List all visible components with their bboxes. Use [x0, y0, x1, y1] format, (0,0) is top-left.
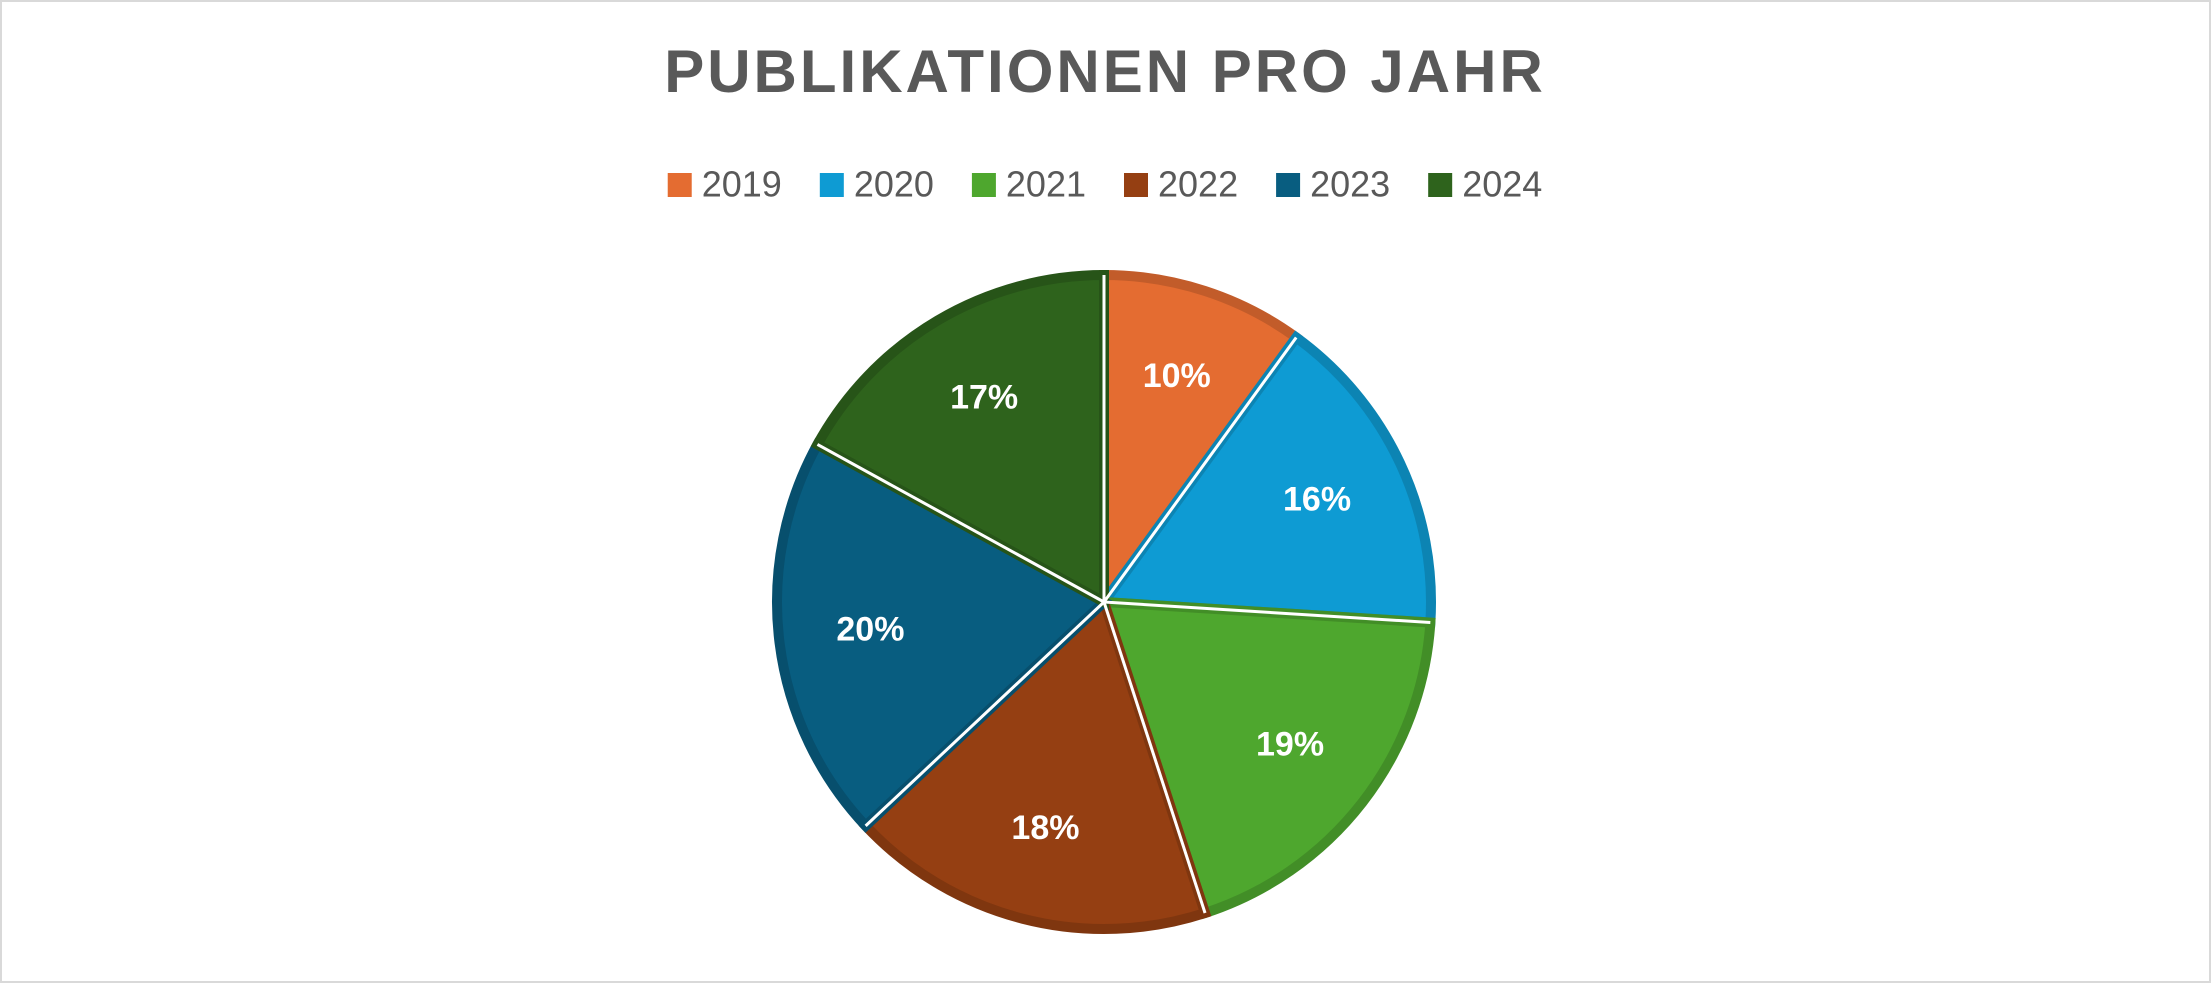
legend-item: 2022 — [1124, 164, 1238, 205]
legend: 2019 2020 2021 2022 2023 2024 — [667, 164, 1542, 205]
data-label: 16% — [1283, 481, 1351, 519]
pie-slice — [810, 269, 1109, 611]
legend-swatch — [971, 173, 996, 197]
chart-title: PUBLIKATIONEN PRO JAHR — [664, 38, 1546, 105]
slice-separator — [816, 443, 1105, 604]
slice-separator — [1102, 601, 1207, 914]
pie-slice — [772, 437, 1113, 833]
legend-swatch — [819, 173, 844, 197]
legend-item: 2023 — [1276, 164, 1390, 205]
slice-separator — [1103, 600, 1431, 625]
legend-label: 2022 — [1158, 164, 1238, 205]
data-labels: 10% 16% 19% 18% 20% 17% — [836, 357, 1351, 847]
data-label: 17% — [950, 378, 1018, 416]
legend-swatch — [1124, 173, 1148, 197]
legend-item: 2020 — [819, 164, 934, 205]
legend-item: 2024 — [1428, 164, 1542, 205]
pie-slice — [858, 592, 1212, 934]
legend-swatch — [1276, 173, 1301, 197]
data-label: 20% — [836, 610, 904, 648]
slice-separator — [1102, 336, 1298, 603]
pie — [772, 269, 1436, 934]
pie-slice — [1094, 330, 1436, 628]
legend-swatch — [667, 173, 692, 197]
data-label: 19% — [1256, 725, 1324, 763]
legend-label: 2024 — [1462, 164, 1542, 205]
data-label: 10% — [1143, 357, 1211, 395]
legend-label: 2020 — [854, 164, 934, 205]
pie-slice — [1099, 269, 1304, 618]
pie-slice — [1096, 596, 1436, 920]
legend-item: 2019 — [667, 164, 782, 205]
legend-swatch — [1428, 173, 1453, 197]
legend-label: 2021 — [1006, 164, 1086, 205]
legend-label: 2019 — [702, 164, 782, 205]
legend-label: 2023 — [1310, 164, 1390, 205]
slice-separator — [864, 600, 1106, 827]
legend-item: 2021 — [971, 164, 1086, 205]
data-label: 18% — [1011, 809, 1079, 847]
